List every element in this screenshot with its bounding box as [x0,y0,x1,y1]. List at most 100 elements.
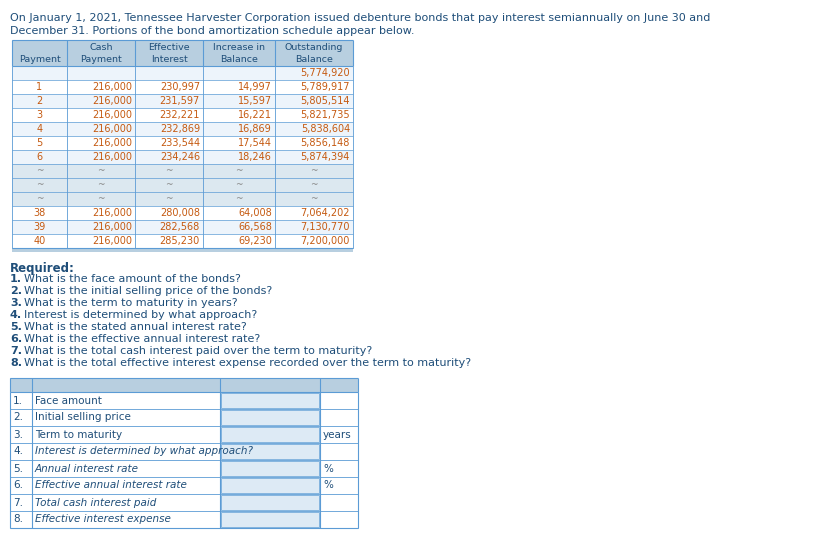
Bar [12,178,353,192]
Text: 3.: 3. [13,429,23,440]
Text: 66,568: 66,568 [238,222,272,232]
Bar [12,94,353,108]
Text: 8.: 8. [10,358,22,368]
Bar [10,378,358,392]
Bar [10,511,358,528]
Text: 280,008: 280,008 [160,208,200,218]
Bar [221,410,319,425]
Bar [12,122,353,136]
Bar [10,426,358,443]
Text: 17,544: 17,544 [238,138,272,148]
Text: What is the term to maturity in years?: What is the term to maturity in years? [24,298,238,308]
Bar [12,150,353,164]
Bar [221,444,319,459]
Text: 233,544: 233,544 [160,138,200,148]
Text: Interest is determined by what approach?: Interest is determined by what approach? [24,310,257,320]
Text: 3.: 3. [10,298,22,308]
Bar [12,40,353,66]
Text: %: % [323,463,332,474]
Text: 40: 40 [33,236,45,246]
Text: What is the total cash interest paid over the term to maturity?: What is the total cash interest paid ove… [24,346,372,356]
Bar [12,220,353,234]
Text: Payment: Payment [19,55,60,64]
Text: ~: ~ [165,194,172,204]
Text: 5,856,148: 5,856,148 [300,138,350,148]
Text: 38: 38 [33,208,45,218]
Text: ~: ~ [235,194,243,204]
Text: Initial selling price: Initial selling price [35,413,131,422]
Text: ~: ~ [35,180,43,190]
Text: Total cash interest paid: Total cash interest paid [35,497,157,508]
Text: ~: ~ [235,180,243,190]
Text: ~: ~ [310,166,318,176]
Text: 216,000: 216,000 [92,82,132,92]
Bar [221,512,319,527]
Text: Outstanding: Outstanding [285,43,343,51]
Bar [12,248,353,252]
Bar [10,460,358,477]
Text: What is the total effective interest expense recorded over the term to maturity?: What is the total effective interest exp… [24,358,471,368]
Text: 2.: 2. [10,286,22,296]
Text: 234,246: 234,246 [160,152,200,162]
Text: 5,874,394: 5,874,394 [300,152,350,162]
Text: ~: ~ [235,166,243,176]
Text: 7,064,202: 7,064,202 [300,208,350,218]
Text: What is the initial selling price of the bonds?: What is the initial selling price of the… [24,286,272,296]
Text: Term to maturity: Term to maturity [35,429,122,440]
Text: ~: ~ [310,194,318,204]
Text: 4.: 4. [13,447,23,456]
Bar [221,495,319,510]
Text: Interest: Interest [151,55,187,64]
Text: 216,000: 216,000 [92,96,132,106]
Text: Interest is determined by what approach?: Interest is determined by what approach? [35,447,253,456]
Bar [12,206,353,220]
Text: Required:: Required: [10,262,75,275]
Text: %: % [323,481,332,490]
Text: 2: 2 [36,96,43,106]
Text: 5,774,920: 5,774,920 [300,68,350,78]
Text: 6.: 6. [13,481,23,490]
Text: 4.: 4. [10,310,22,320]
Text: 1.: 1. [10,274,22,284]
Text: Effective interest expense: Effective interest expense [35,515,171,524]
Text: 5.: 5. [13,463,23,474]
Text: Payment: Payment [80,55,122,64]
Text: 8.: 8. [13,515,23,524]
Bar [10,494,358,511]
Text: ~: ~ [97,194,105,204]
Text: 5,805,514: 5,805,514 [300,96,350,106]
Bar [12,66,353,80]
Text: Effective annual interest rate: Effective annual interest rate [35,481,187,490]
Text: 5,789,917: 5,789,917 [300,82,350,92]
Bar [12,192,353,206]
Text: 216,000: 216,000 [92,208,132,218]
Text: 15,597: 15,597 [238,96,272,106]
Text: Increase in: Increase in [213,43,265,51]
Text: ~: ~ [165,166,172,176]
Text: 7.: 7. [13,497,23,508]
Text: 5,838,604: 5,838,604 [301,124,350,134]
Bar [12,234,353,248]
Text: 5,821,735: 5,821,735 [300,110,350,120]
Text: 232,221: 232,221 [159,110,200,120]
Text: 1: 1 [36,82,43,92]
Text: 6: 6 [36,152,43,162]
Text: ~: ~ [97,166,105,176]
Text: December 31. Portions of the bond amortization schedule appear below.: December 31. Portions of the bond amorti… [10,26,414,36]
Text: 18,246: 18,246 [238,152,272,162]
Text: Effective: Effective [148,43,190,51]
Text: 7,130,770: 7,130,770 [300,222,350,232]
Text: ~: ~ [165,180,172,190]
Text: 2.: 2. [13,413,23,422]
Text: 285,230: 285,230 [160,236,200,246]
Text: 69,230: 69,230 [238,236,272,246]
Text: years: years [323,429,351,440]
Text: Face amount: Face amount [35,395,101,406]
Text: 7.: 7. [10,346,22,356]
Bar [10,409,358,426]
Text: 39: 39 [33,222,45,232]
Text: ~: ~ [35,194,43,204]
Text: 64,008: 64,008 [238,208,272,218]
Text: 216,000: 216,000 [92,124,132,134]
Text: 14,997: 14,997 [238,82,272,92]
